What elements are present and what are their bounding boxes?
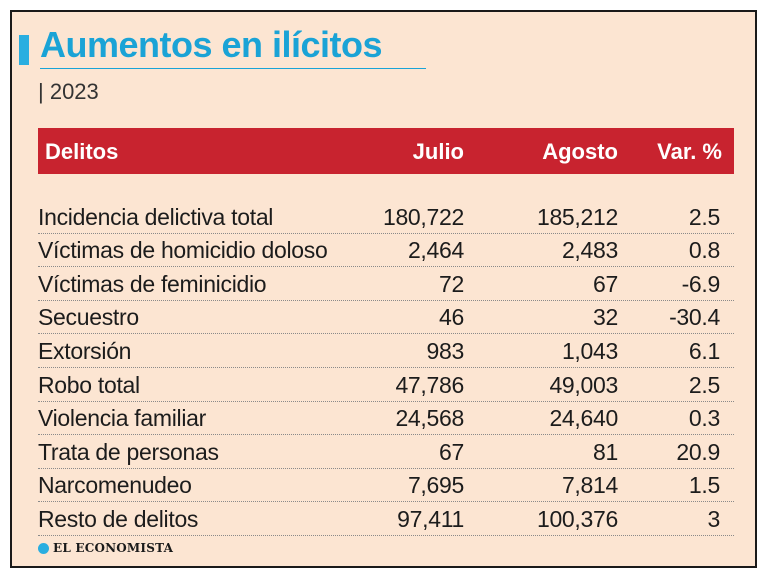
cell-julio: 7,695 xyxy=(407,472,464,499)
cell-delito: Víctimas de homicidio doloso xyxy=(38,237,328,264)
cell-julio: 72 xyxy=(439,270,464,297)
cell-delito: Violencia familiar xyxy=(38,405,207,432)
cell-agosto: 100,376 xyxy=(536,505,618,532)
title-accent-bar xyxy=(19,35,29,65)
cell-delito: Resto de delitos xyxy=(38,505,199,532)
cell-julio: 983 xyxy=(426,337,465,364)
cell-var: 6.1 xyxy=(688,337,720,364)
cell-var: -30.4 xyxy=(669,304,720,331)
header-julio: Julio xyxy=(412,139,464,164)
cell-var: 20.9 xyxy=(676,438,720,465)
page-title: Aumentos en ilícitos xyxy=(40,24,383,65)
cell-var: 2.5 xyxy=(688,371,720,398)
table-row: Extorsión 983 1,043 6.1 xyxy=(38,334,734,368)
cell-var: -6.9 xyxy=(681,270,721,297)
cell-agosto: 67 xyxy=(593,270,618,297)
cell-delito: Trata de personas xyxy=(38,438,219,465)
infographic-card: Aumentos en ilícitos | 2023 Delitos Juli… xyxy=(10,10,757,568)
table-row: Narcomenudeo 7,695 7,814 1.5 xyxy=(38,469,734,503)
source-label: EL ECONOMISTA xyxy=(53,541,174,555)
cell-julio: 67 xyxy=(439,438,464,465)
table-body: Incidencia delictiva total 180,722 185,212… xyxy=(38,200,734,536)
table-row: Trata de personas 67 81 20.9 xyxy=(38,435,734,469)
cell-agosto: 81 xyxy=(593,438,618,465)
cell-agosto: 2,483 xyxy=(561,237,618,264)
table-row: Víctimas de feminicidio 72 67 -6.9 xyxy=(38,267,734,301)
cell-var: 1.5 xyxy=(688,472,720,499)
cell-delito: Robo total xyxy=(38,371,140,398)
cell-var: 0.8 xyxy=(688,237,720,264)
table-row: Robo total 47,786 49,003 2.5 xyxy=(38,368,734,402)
cell-agosto: 24,640 xyxy=(549,405,618,432)
cell-delito: Víctimas de feminicidio xyxy=(38,270,267,297)
el-economista-logo-icon xyxy=(38,542,49,554)
table-row: Secuestro 46 32 -30.4 xyxy=(38,301,734,335)
header-var: Var. % xyxy=(657,139,722,164)
cell-julio: 47,786 xyxy=(395,371,464,398)
cell-delito: Narcomenudeo xyxy=(38,472,192,499)
table-row: Víctimas de homicidio doloso 2,464 2,483 0.… xyxy=(38,234,734,268)
table-header: Delitos Julio Agosto Var. % xyxy=(38,128,734,174)
footer-source: EL ECONOMISTA xyxy=(38,541,173,555)
cell-agosto: 32 xyxy=(593,304,618,331)
cell-agosto: 7,814 xyxy=(561,472,618,499)
table-row: Incidencia delictiva total 180,722 185,212… xyxy=(38,200,734,234)
cell-delito: Incidencia delictiva total xyxy=(38,203,274,230)
cell-var: 0.3 xyxy=(688,405,720,432)
cell-julio: 46 xyxy=(439,304,464,331)
cell-julio: 2,464 xyxy=(407,237,464,264)
cell-delito: Extorsión xyxy=(38,337,132,364)
title-underline xyxy=(40,68,426,69)
cell-julio: 180,722 xyxy=(382,203,464,230)
cell-var: 2.5 xyxy=(688,203,720,230)
year-subtitle: | 2023 xyxy=(38,79,99,104)
cell-agosto: 49,003 xyxy=(549,371,618,398)
header-delitos: Delitos xyxy=(45,139,119,164)
header-agosto: Agosto xyxy=(542,139,618,164)
table-row: Violencia familiar 24,568 24,640 0.3 xyxy=(38,402,734,436)
cell-delito: Secuestro xyxy=(38,304,139,331)
cell-julio: 24,568 xyxy=(395,405,464,432)
table-row: Resto de delitos 97,411 100,376 3 xyxy=(38,502,734,536)
cell-var: 3 xyxy=(707,505,721,532)
cell-julio: 97,411 xyxy=(397,505,464,532)
cell-agosto: 1,043 xyxy=(561,337,618,364)
cell-agosto: 185,212 xyxy=(536,203,618,230)
